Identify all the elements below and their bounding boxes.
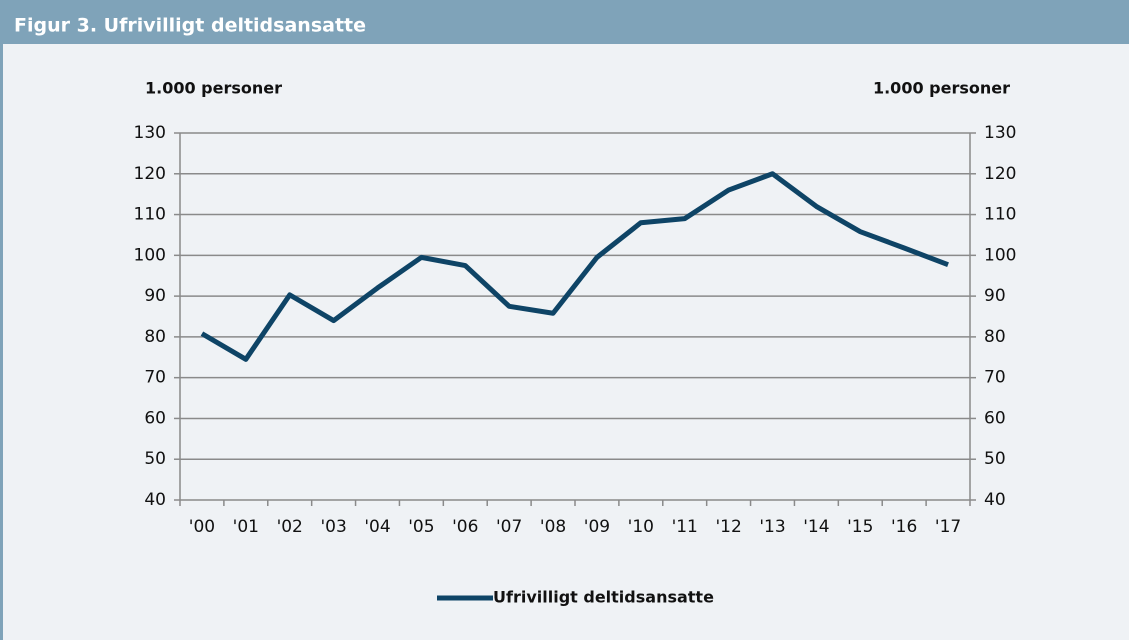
chart-title: Figur 3. Ufrivilligt deltidsansatte [14,15,366,37]
x-tick-label: '05 [408,517,434,537]
y-tick-label: 130 [134,123,166,143]
y-tick-label: 90 [144,286,166,306]
x-tick-label: '10 [628,517,654,537]
x-tick-label: '01 [233,517,259,537]
x-tick-label: '08 [540,517,566,537]
x-tick-label: '07 [496,517,522,537]
x-tick-label: '12 [715,517,741,537]
y-axis-label: 1.000 personer [145,79,282,98]
y2-tick-label: 120 [984,164,1016,184]
y-tick-label: 120 [134,164,166,184]
x-tick-label: '00 [189,517,215,537]
x-tick-label: '14 [803,517,829,537]
y-tick-label: 70 [144,368,166,388]
x-tick-label: '02 [277,517,303,537]
y2-tick-label: 80 [984,327,1006,347]
x-tick-label: '16 [891,517,917,537]
x-tick-label: '17 [935,517,961,537]
y-tick-label: 110 [134,205,166,225]
y-tick-label: 60 [144,408,166,428]
y2-tick-label: 70 [984,368,1006,388]
y2-tick-label: 110 [984,205,1016,225]
line-series [200,171,949,362]
y2-tick-label: 90 [984,286,1006,306]
x-tick-label: '04 [364,517,390,537]
y2-tick-label: 130 [984,123,1016,143]
left-border [0,44,3,640]
y2-tick-label: 40 [984,490,1006,510]
y2-tick-label: 50 [984,449,1006,469]
header-bar [0,0,1129,44]
x-tick-label: '13 [759,517,785,537]
x-tick-label: '11 [672,517,698,537]
x-tick-label: '03 [320,517,346,537]
x-tick-label: '15 [847,517,873,537]
x-tick-label: '09 [584,517,610,537]
y2-tick-label: 100 [984,245,1016,265]
x-tick-label: '06 [452,517,478,537]
y-tick-label: 100 [134,245,166,265]
legend-label: Ufrivilligt deltidsansatte [493,588,714,607]
y2-axis-label: 1.000 personer [873,79,1010,98]
y2-tick-label: 60 [984,408,1006,428]
y-tick-label: 80 [144,327,166,347]
y-tick-label: 40 [144,490,166,510]
y-tick-label: 50 [144,449,166,469]
